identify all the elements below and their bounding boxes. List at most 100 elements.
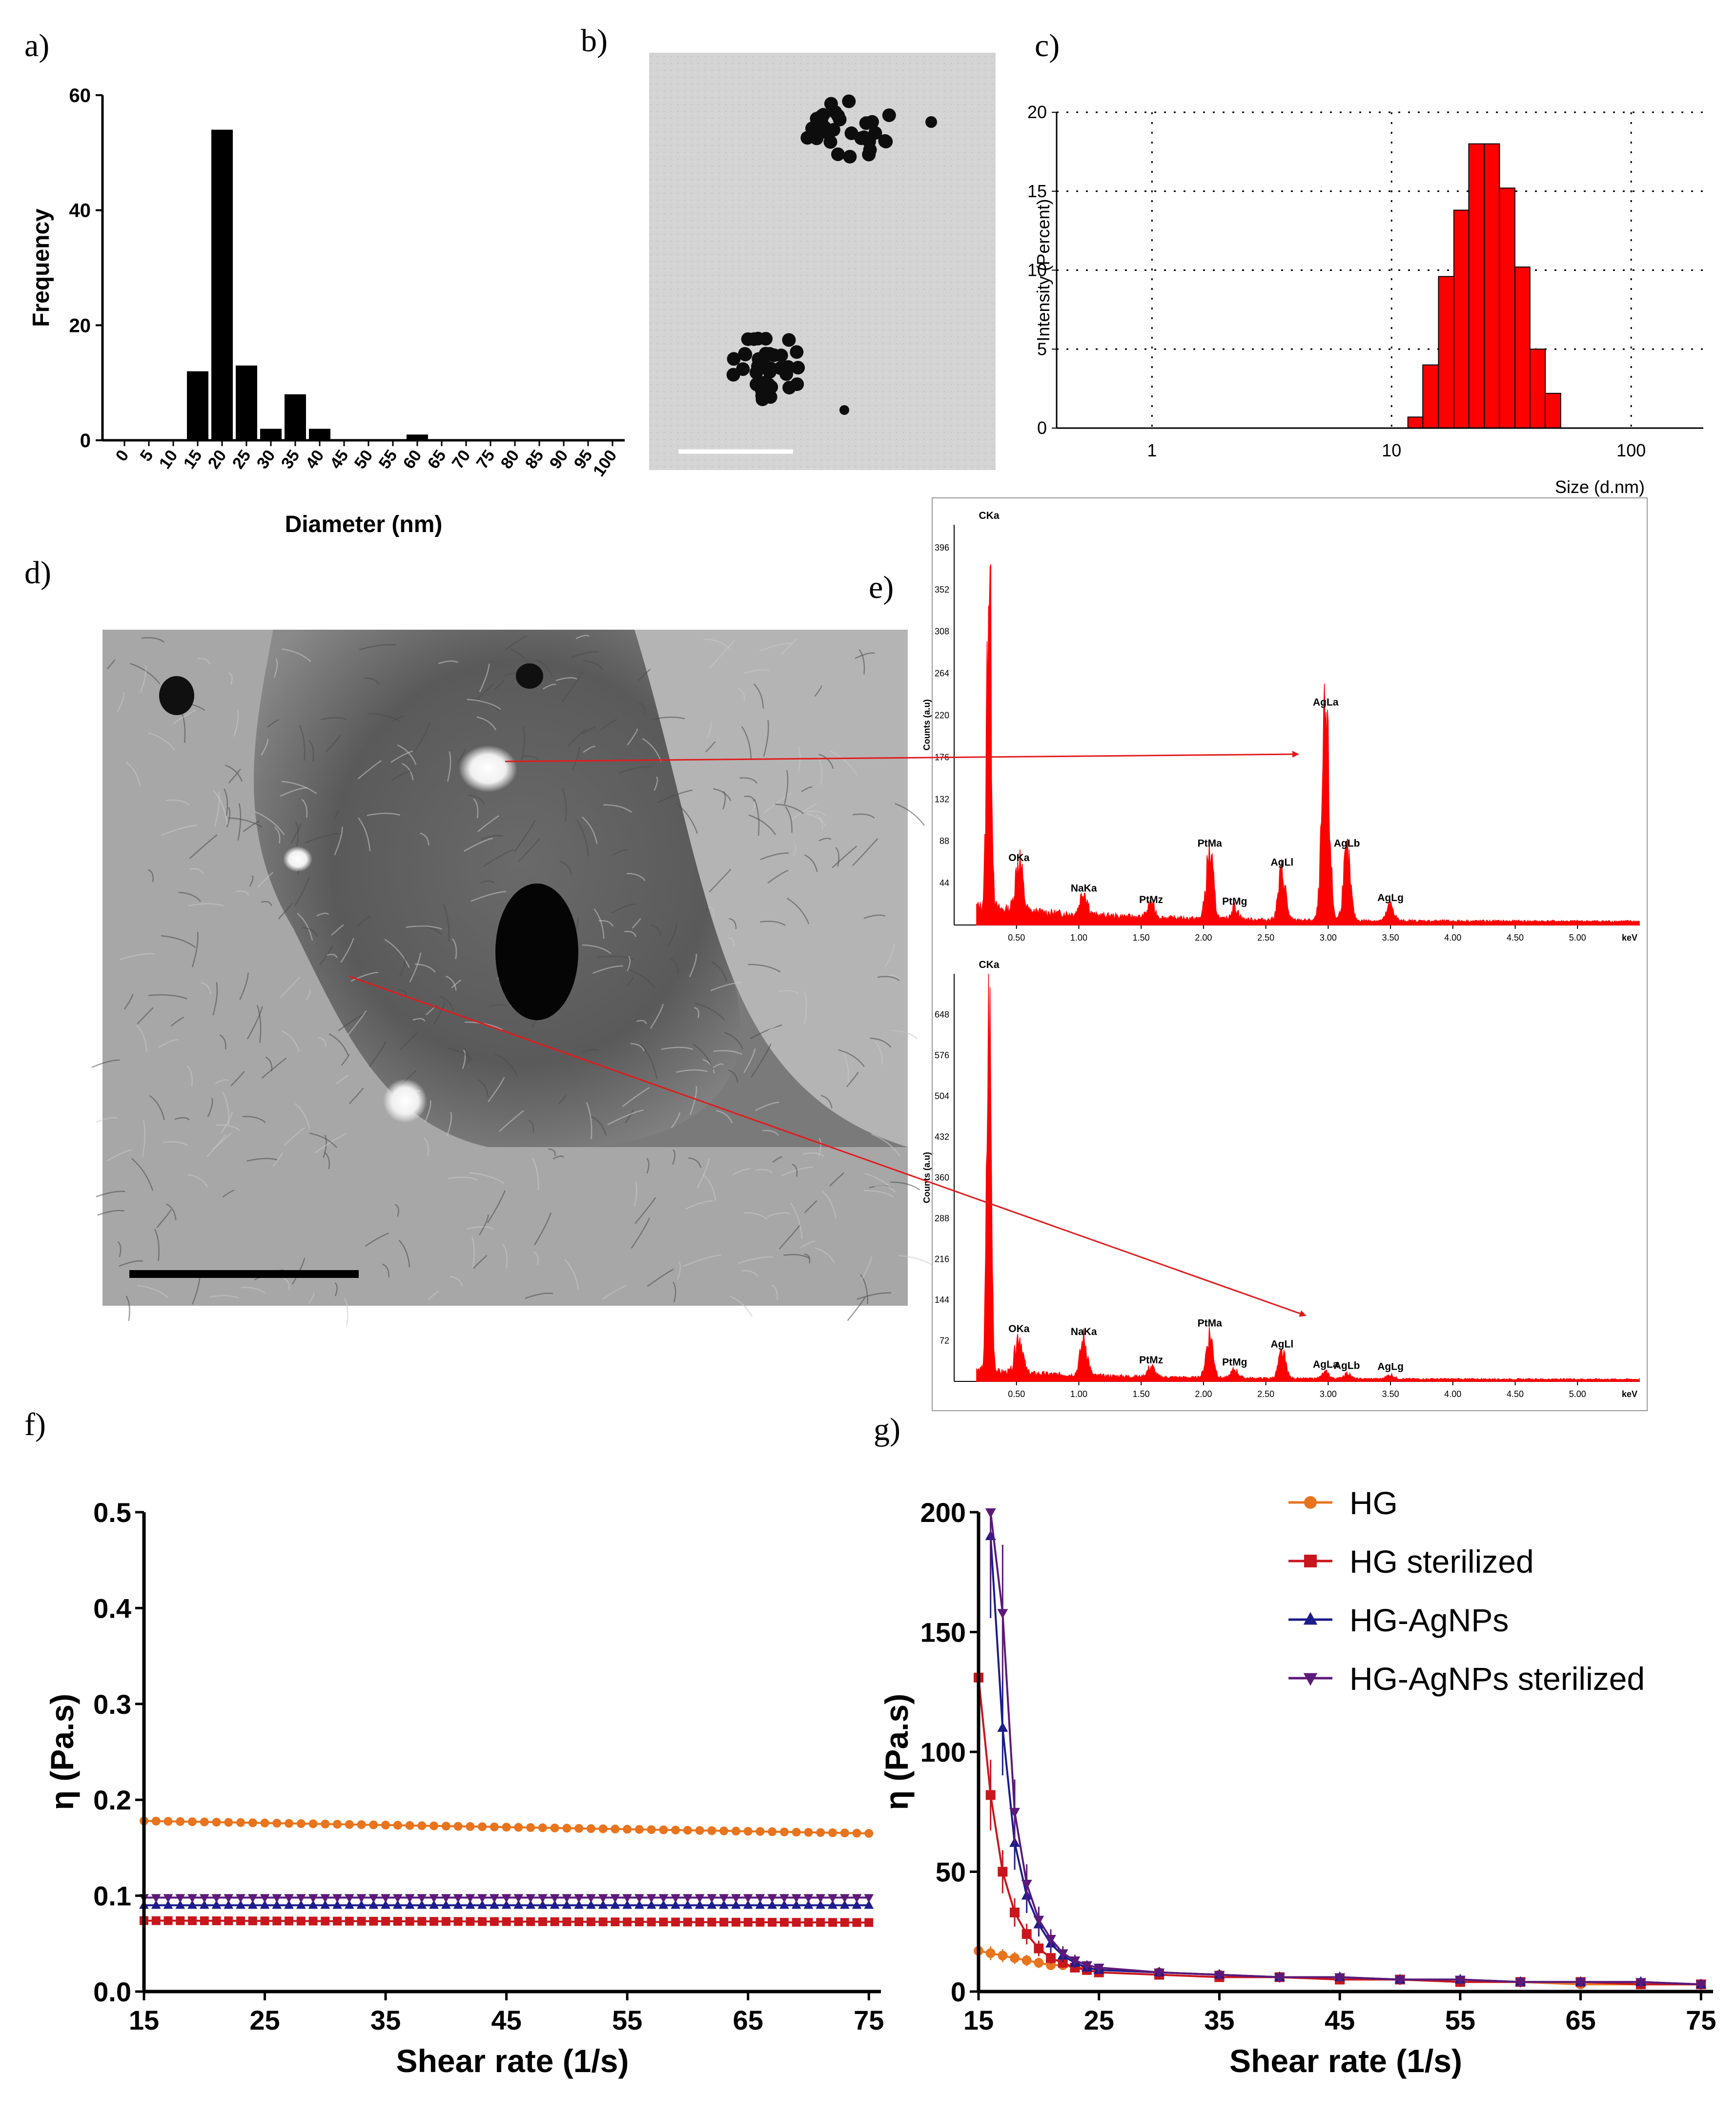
data-point <box>562 1824 572 1833</box>
x-tick-label: 55 <box>375 447 401 473</box>
wrinkle <box>399 957 406 977</box>
wrinkle <box>558 1094 567 1105</box>
data-point <box>200 1817 209 1827</box>
data-point <box>163 1900 173 1909</box>
wrinkle <box>147 869 154 883</box>
y-tick-label: 0.3 <box>93 1689 131 1720</box>
wrinkle <box>753 683 764 709</box>
wrinkle <box>778 990 799 994</box>
data-point <box>791 1894 801 1903</box>
data-point <box>344 1894 354 1903</box>
data-point <box>526 1900 536 1909</box>
data-point <box>683 1917 692 1927</box>
wrinkle <box>471 1236 475 1271</box>
data-point <box>296 1900 306 1909</box>
wrinkle <box>242 1116 266 1124</box>
wrinkle <box>564 1259 579 1290</box>
wrinkle <box>626 873 646 882</box>
x-axis-unit: keV <box>1622 933 1637 943</box>
x-tick-label: 3.50 <box>1382 1389 1399 1399</box>
data-point <box>1046 1953 1056 1963</box>
wrinkle <box>163 1141 188 1147</box>
data-point <box>864 1918 874 1927</box>
y-tick-label: 0.1 <box>93 1881 131 1911</box>
data-point <box>756 1918 765 1927</box>
data-point <box>634 1917 644 1927</box>
wrinkle <box>301 799 308 818</box>
wrinkle <box>341 1054 350 1066</box>
data-point <box>767 1900 777 1909</box>
y-tick-label: 5 <box>1037 339 1047 359</box>
data-point <box>260 1818 269 1828</box>
sem-pore-left <box>159 676 194 715</box>
data-point <box>1021 1955 1032 1966</box>
data-point <box>804 1828 813 1837</box>
data-point <box>707 1826 716 1835</box>
wrinkle <box>97 1210 124 1216</box>
wrinkle <box>673 1281 676 1303</box>
data-point <box>285 1819 294 1828</box>
wrinkle <box>249 875 254 887</box>
x-tick-label: 2.00 <box>1195 933 1212 943</box>
data-point <box>357 1820 366 1829</box>
size-bar <box>1529 349 1546 429</box>
wrinkle <box>602 1285 627 1300</box>
wrinkle <box>449 1275 463 1287</box>
wrinkle <box>804 854 818 872</box>
wrinkle <box>842 1053 849 1085</box>
peak-label: OKa <box>1008 852 1030 863</box>
wrinkle <box>561 671 583 703</box>
wrinkle <box>634 1197 656 1224</box>
data-point <box>828 1900 837 1909</box>
wrinkle <box>130 662 161 684</box>
data-point <box>332 1894 342 1903</box>
x-tick-label: 0 <box>112 447 133 465</box>
wrinkle <box>846 1071 859 1088</box>
wrinkle <box>743 1212 768 1220</box>
data-point <box>743 1900 753 1909</box>
wrinkle <box>117 1241 122 1257</box>
wrinkle <box>586 1102 592 1139</box>
x-tick-label: 5.00 <box>1569 933 1586 943</box>
wrinkle <box>863 914 886 919</box>
peak-label: PtMz <box>1139 894 1163 905</box>
wrinkle <box>406 925 443 930</box>
data-point <box>562 1894 572 1903</box>
wrinkle <box>768 1025 777 1032</box>
data-point <box>852 1894 862 1903</box>
x-tick-label: 85 <box>522 447 548 473</box>
wrinkle <box>835 847 840 867</box>
data-point <box>357 1916 366 1926</box>
data-point <box>392 1900 403 1909</box>
data-point <box>478 1822 487 1831</box>
data-point <box>538 1917 547 1926</box>
data-point <box>695 1917 704 1927</box>
x-tick-label: 4.50 <box>1507 1389 1524 1399</box>
wrinkle <box>728 937 735 947</box>
wrinkle <box>347 1010 367 1035</box>
wrinkle <box>137 1007 154 1025</box>
wrinkle <box>548 1148 556 1156</box>
size-bar <box>1499 187 1515 429</box>
data-point <box>839 1894 850 1903</box>
y-tick-label: 308 <box>935 627 949 637</box>
data-point <box>368 1894 379 1903</box>
wrinkle <box>357 760 382 780</box>
y-axis-title: Counts (a.u) <box>922 699 932 751</box>
data-point <box>816 1828 825 1837</box>
x-tick-label: 45 <box>1325 2005 1355 2035</box>
data-point <box>188 1817 197 1827</box>
wrinkle <box>364 677 380 685</box>
y-tick-label: 216 <box>935 1254 949 1264</box>
data-point <box>634 1900 644 1909</box>
wrinkle <box>536 659 553 677</box>
x-tick-label: 50 <box>351 447 377 473</box>
data-point <box>296 1819 306 1828</box>
wrinkle <box>522 755 540 761</box>
y-axis-title: η (Pa.s) <box>878 1694 915 1810</box>
data-point <box>236 1894 245 1903</box>
sem-bright-spot-left <box>283 846 312 872</box>
wrinkle <box>463 837 493 852</box>
wrinkle <box>785 806 793 833</box>
wrinkle <box>857 1292 892 1300</box>
